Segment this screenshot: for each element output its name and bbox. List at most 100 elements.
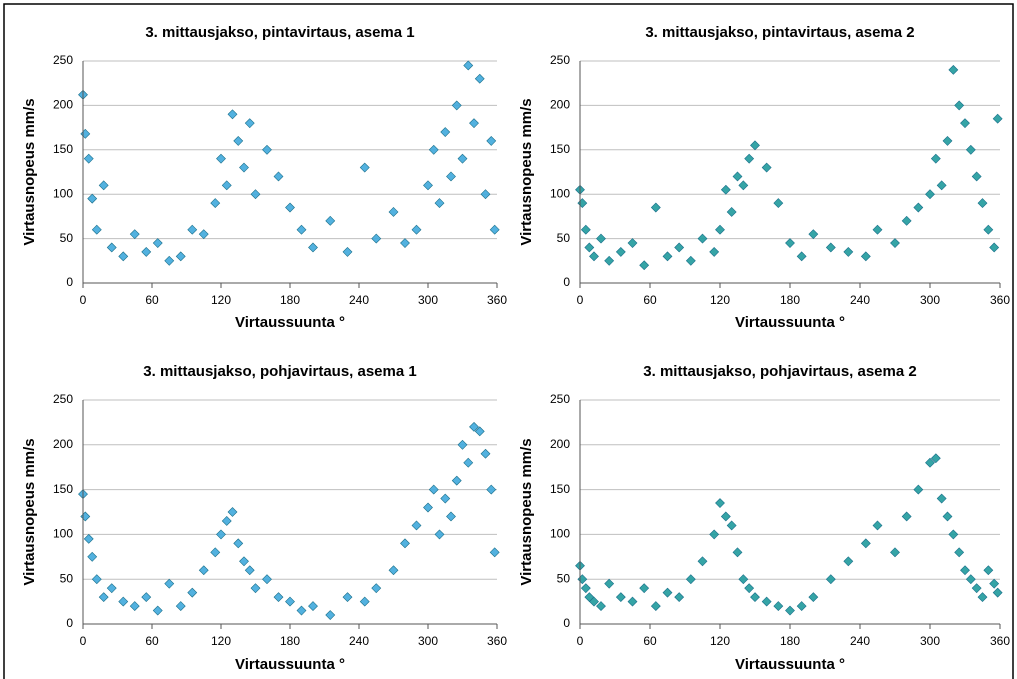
point bbox=[91, 224, 102, 235]
point bbox=[738, 574, 749, 585]
point bbox=[890, 238, 900, 248]
y-tick-label: 200 bbox=[550, 437, 570, 451]
x-tick-label: 0 bbox=[577, 293, 584, 307]
point bbox=[925, 189, 935, 200]
x-tick-label: 360 bbox=[990, 293, 1010, 307]
point bbox=[152, 605, 163, 616]
point bbox=[577, 574, 588, 585]
x-axis-label: Virtaussuunta ° bbox=[735, 314, 845, 331]
point bbox=[596, 601, 606, 612]
x-tick-label: 180 bbox=[280, 293, 300, 307]
point bbox=[627, 596, 638, 607]
point bbox=[474, 426, 485, 437]
y-tick-label: 100 bbox=[53, 186, 73, 200]
x-tick-label: 300 bbox=[920, 293, 940, 307]
point bbox=[685, 255, 696, 266]
point bbox=[901, 215, 912, 226]
x-tick-label: 360 bbox=[487, 634, 507, 648]
point bbox=[210, 547, 221, 558]
chart-title: 3. mittausjakso, pohjavirtaus, asema 1 bbox=[143, 363, 416, 380]
point bbox=[662, 251, 673, 262]
chart-title: 3. mittausjakso, pintavirtaus, asema 2 bbox=[645, 24, 914, 41]
x-tick-label: 60 bbox=[643, 293, 657, 307]
point bbox=[971, 583, 982, 594]
point bbox=[175, 601, 186, 612]
point bbox=[451, 100, 462, 111]
point bbox=[342, 246, 353, 257]
y-tick-label: 200 bbox=[550, 98, 570, 112]
point bbox=[960, 118, 970, 129]
y-tick-label: 250 bbox=[53, 392, 73, 406]
point bbox=[98, 592, 109, 603]
point bbox=[106, 242, 117, 253]
point bbox=[83, 153, 94, 164]
point bbox=[930, 153, 941, 164]
point bbox=[80, 128, 91, 139]
y-tick-label: 0 bbox=[66, 616, 73, 630]
point bbox=[796, 251, 807, 262]
point bbox=[164, 255, 175, 266]
x-tick-label: 0 bbox=[80, 293, 87, 307]
point bbox=[118, 251, 129, 262]
point bbox=[457, 439, 468, 450]
point bbox=[440, 493, 451, 504]
x-tick-label: 120 bbox=[211, 634, 231, 648]
point bbox=[423, 502, 433, 513]
point bbox=[936, 493, 947, 504]
point bbox=[400, 538, 410, 549]
y-tick-label: 0 bbox=[563, 616, 570, 630]
point bbox=[325, 610, 336, 620]
point bbox=[992, 587, 1003, 598]
point bbox=[674, 242, 685, 253]
point bbox=[860, 251, 871, 262]
point bbox=[98, 180, 109, 191]
point bbox=[342, 592, 353, 603]
point bbox=[954, 547, 965, 558]
point bbox=[141, 592, 152, 603]
x-tick-label: 300 bbox=[418, 293, 438, 307]
point bbox=[761, 596, 772, 607]
point bbox=[901, 511, 912, 522]
x-tick-label: 240 bbox=[850, 293, 870, 307]
point bbox=[250, 189, 261, 200]
point bbox=[872, 224, 883, 235]
y-axis-label: Virtausnopeus mm/s bbox=[518, 98, 535, 245]
point bbox=[615, 246, 626, 257]
point bbox=[983, 565, 994, 576]
point bbox=[604, 578, 615, 589]
point bbox=[577, 198, 588, 209]
point bbox=[285, 202, 295, 213]
point bbox=[750, 140, 760, 151]
point bbox=[388, 565, 399, 576]
point bbox=[87, 193, 98, 204]
point bbox=[989, 578, 1000, 589]
point bbox=[308, 242, 318, 253]
x-tick-label: 240 bbox=[850, 634, 870, 648]
point bbox=[489, 224, 500, 235]
point bbox=[785, 605, 795, 616]
point bbox=[469, 421, 479, 432]
x-tick-label: 240 bbox=[349, 634, 369, 648]
point bbox=[965, 144, 976, 155]
point bbox=[262, 144, 272, 155]
point bbox=[480, 448, 491, 459]
y-tick-label: 0 bbox=[66, 275, 73, 289]
point bbox=[244, 118, 255, 129]
point bbox=[580, 583, 591, 594]
y-tick-label: 100 bbox=[550, 186, 570, 200]
point bbox=[221, 180, 232, 191]
x-tick-label: 60 bbox=[145, 634, 159, 648]
point bbox=[80, 511, 91, 522]
point bbox=[761, 162, 772, 173]
point bbox=[87, 551, 98, 562]
x-tick-label: 180 bbox=[280, 634, 300, 648]
point bbox=[709, 246, 720, 257]
point bbox=[860, 538, 871, 549]
y-tick-label: 250 bbox=[550, 53, 570, 67]
point bbox=[726, 207, 737, 217]
point bbox=[738, 180, 749, 191]
point bbox=[308, 601, 318, 612]
point bbox=[890, 547, 900, 558]
point bbox=[604, 255, 615, 266]
point bbox=[796, 601, 807, 612]
